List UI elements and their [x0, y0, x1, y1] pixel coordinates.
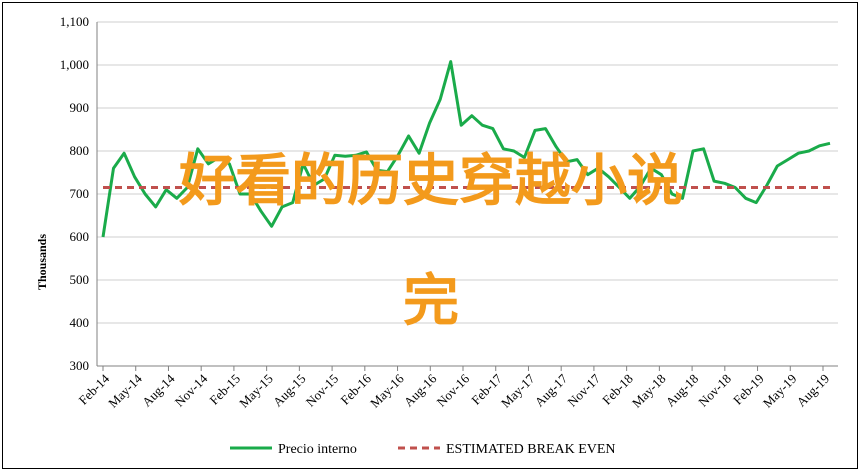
- x-tick-label: Aug-19: [794, 371, 833, 410]
- x-tick-label: Nov-14: [172, 371, 211, 410]
- x-tick-label: Nov-15: [303, 371, 342, 410]
- x-tick-label: Nov-18: [695, 371, 734, 410]
- x-tick-label: Aug-18: [663, 371, 702, 410]
- overlay-title-line2: 完: [403, 269, 459, 334]
- x-tick-label: Nov-16: [434, 371, 473, 410]
- series-layer: [101, 60, 831, 238]
- overlay-title-line1: 好看的历史穿越小说: [179, 149, 683, 214]
- legend-label-break-even: ESTIMATED BREAK EVEN: [446, 442, 616, 457]
- x-tick-label: Aug-14: [139, 371, 178, 410]
- legend-label-precio-interno: Precio interno: [278, 442, 357, 457]
- y-tick-label: 500: [70, 272, 90, 287]
- x-tick-label: Aug-16: [401, 371, 440, 410]
- y-tick-label: 1,000: [60, 57, 89, 72]
- x-tick-label: May-18: [629, 371, 669, 411]
- x-tick-label: Nov-17: [564, 371, 603, 410]
- y-tick-label: 300: [70, 358, 90, 373]
- x-tick-label: May-19: [760, 371, 800, 411]
- y-tick-label: 1,100: [60, 14, 89, 29]
- y-axis: 300 400 500 600 700 800 900 1,000 1,100: [60, 14, 98, 373]
- x-tick-label: Aug-17: [532, 371, 571, 410]
- series-precio-interno-line: [101, 60, 831, 238]
- y-tick-label: 600: [70, 229, 90, 244]
- y-axis-title: Thousands: [35, 234, 49, 290]
- y-tick-label: 700: [70, 186, 90, 201]
- legend: Precio interno ESTIMATED BREAK EVEN: [230, 442, 616, 457]
- y-tick-label: 900: [70, 100, 90, 115]
- y-tick-label: 400: [70, 315, 90, 330]
- x-tick-label: Aug-15: [270, 371, 309, 410]
- x-tick-label: May-14: [105, 371, 145, 411]
- x-axis: Feb-14May-14Aug-14Nov-14Feb-15May-15Aug-…: [76, 365, 838, 411]
- x-tick-label: May-15: [236, 371, 276, 411]
- x-tick-label: May-16: [367, 371, 407, 411]
- y-tick-label: 800: [70, 143, 90, 158]
- x-tick-label: May-17: [498, 371, 538, 411]
